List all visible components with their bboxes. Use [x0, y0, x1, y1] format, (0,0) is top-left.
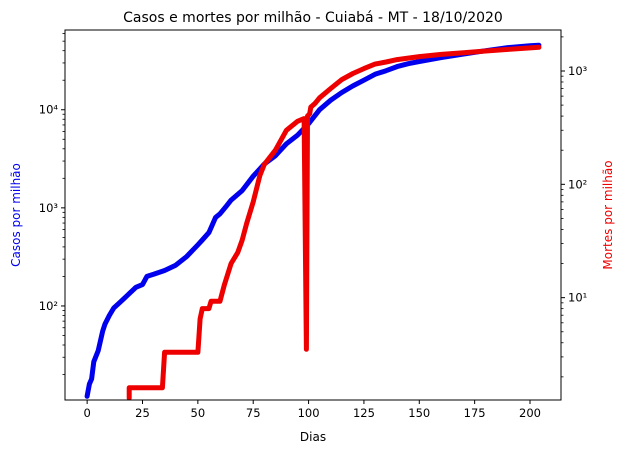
x-tick-label: 175: [464, 406, 486, 420]
plot-area: [64, 29, 562, 401]
right-y-tick-label: 10²: [568, 177, 587, 191]
x-tick-label: 50: [191, 406, 206, 420]
left-y-axis-label: Casos por milhão: [9, 163, 23, 267]
x-tick-label: 200: [519, 406, 541, 420]
x-tick-label: 0: [83, 406, 90, 420]
right-y-axis-label: Mortes por milhão: [601, 160, 615, 269]
right-y-axis-ticks: 10¹ 10² 10³: [561, 36, 588, 378]
x-tick-label: 75: [246, 406, 261, 420]
deaths-series-line: [126, 44, 542, 400]
x-axis-ticks: 0 25 50 75 100 125 150 175 200: [83, 400, 541, 420]
x-tick-label: 100: [298, 406, 320, 420]
x-tick-label: 25: [135, 406, 150, 420]
left-y-tick-label: 10³: [39, 201, 59, 215]
right-y-tick-label: 10¹: [568, 291, 587, 305]
axes-frame: [64, 29, 562, 401]
left-y-axis-ticks: 10² 10³ 10⁴: [39, 33, 65, 375]
series-layer: [84, 42, 542, 400]
right-y-tick-label: 10³: [568, 64, 588, 78]
left-y-tick-label: 10⁴: [39, 103, 59, 117]
chart-title: Casos e mortes por milhão - Cuiabá - MT …: [123, 10, 503, 26]
x-tick-label: 150: [408, 406, 430, 420]
cases-series-line: [84, 42, 542, 399]
x-axis-label: Dias: [300, 430, 326, 444]
x-tick-label: 125: [353, 406, 375, 420]
left-y-tick-label: 10²: [39, 299, 58, 313]
